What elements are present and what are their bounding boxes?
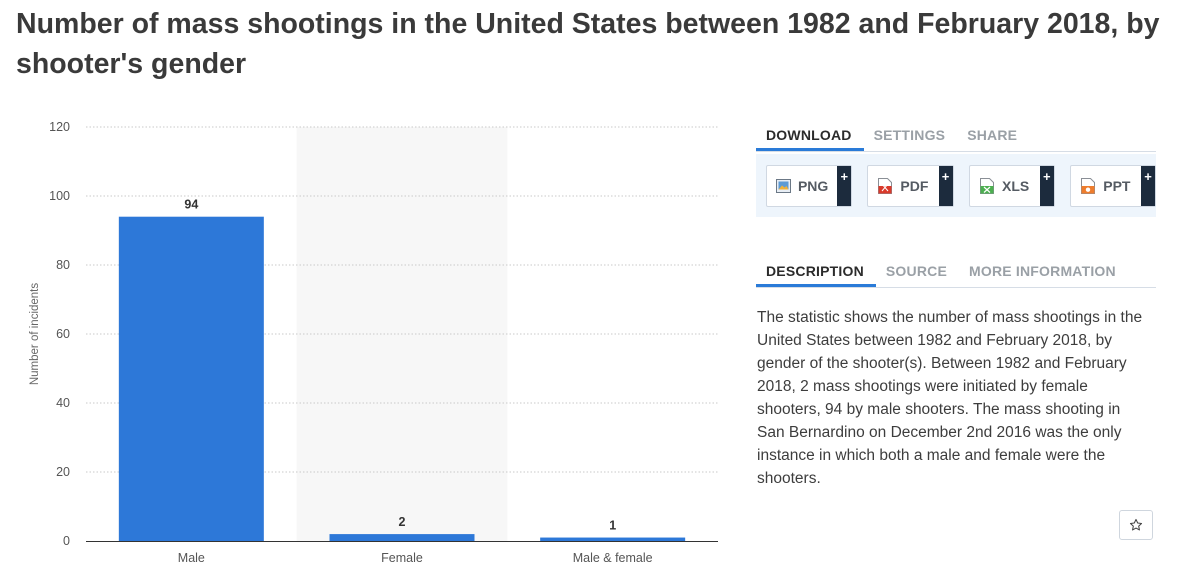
tab-description[interactable]: DESCRIPTION <box>756 254 876 287</box>
data-label: 94 <box>184 198 198 212</box>
tab-download[interactable]: DOWNLOAD <box>756 118 864 151</box>
tab-source[interactable]: SOURCE <box>885 263 947 279</box>
bar-chart: 0 20 40 60 80 100 120 94 Male 2 Female 1 Male & fema… <box>0 110 730 587</box>
xls-plus-icon[interactable]: + <box>1039 165 1054 206</box>
png-label: PNG <box>797 177 829 194</box>
download-options: PNG + PDF + <box>756 154 1156 217</box>
tab-settings[interactable]: SETTINGS <box>873 127 946 143</box>
y-axis-title: Number of incidents <box>29 283 41 386</box>
download-pdf-button[interactable]: PDF + <box>867 164 954 207</box>
favorite-button[interactable] <box>1119 510 1153 540</box>
xls-file-icon <box>980 177 994 194</box>
chart-svg: 0 20 40 60 80 100 120 94 Male 2 Female 1 Male & fema… <box>29 120 718 565</box>
xls-label: XLS <box>1002 177 1030 194</box>
page-title: Number of mass shootings in the United S… <box>16 8 1160 80</box>
ppt-plus-icon[interactable]: + <box>1141 165 1155 206</box>
y-tick-label: 100 <box>49 189 70 203</box>
x-tick-label: Male & female <box>573 551 653 565</box>
png-plus-icon[interactable]: + <box>837 165 852 206</box>
info-tabs: DESCRIPTION SOURCE MORE INFORMATION <box>756 254 1156 288</box>
description-text: The statistic shows the number of mass s… <box>757 309 1143 487</box>
y-tick-label: 0 <box>63 534 70 548</box>
tab-more-information[interactable]: MORE INFORMATION <box>969 263 1116 279</box>
bar <box>540 537 686 541</box>
x-tick-label: Male <box>178 551 205 565</box>
y-tick-label: 60 <box>56 327 70 341</box>
pdf-label: PDF <box>900 177 929 194</box>
star-icon <box>1129 518 1143 531</box>
y-tick-label: 20 <box>56 465 70 479</box>
tab-share[interactable]: SHARE <box>967 127 1018 143</box>
y-tick-label: 40 <box>56 396 70 410</box>
bar <box>329 534 475 541</box>
ppt-label: PPT <box>1103 177 1131 194</box>
pdf-plus-icon[interactable]: + <box>938 165 953 206</box>
data-label: 1 <box>609 519 616 533</box>
bar <box>118 216 264 541</box>
download-ppt-button[interactable]: PPT + <box>1069 164 1156 207</box>
y-tick-label: 120 <box>49 120 70 134</box>
data-label: 2 <box>399 515 406 529</box>
x-tick-label: Female <box>381 551 423 565</box>
download-tabs: DOWNLOAD SETTINGS SHARE <box>756 118 1156 152</box>
png-file-icon <box>775 178 791 194</box>
side-panel: DOWNLOAD SETTINGS SHARE PNG + <box>756 118 1156 490</box>
download-xls-button[interactable]: XLS + <box>968 164 1055 207</box>
ppt-file-icon <box>1081 177 1096 194</box>
download-png-button[interactable]: PNG + <box>766 164 853 207</box>
pdf-file-icon <box>878 177 893 194</box>
y-tick-label: 80 <box>56 258 70 272</box>
